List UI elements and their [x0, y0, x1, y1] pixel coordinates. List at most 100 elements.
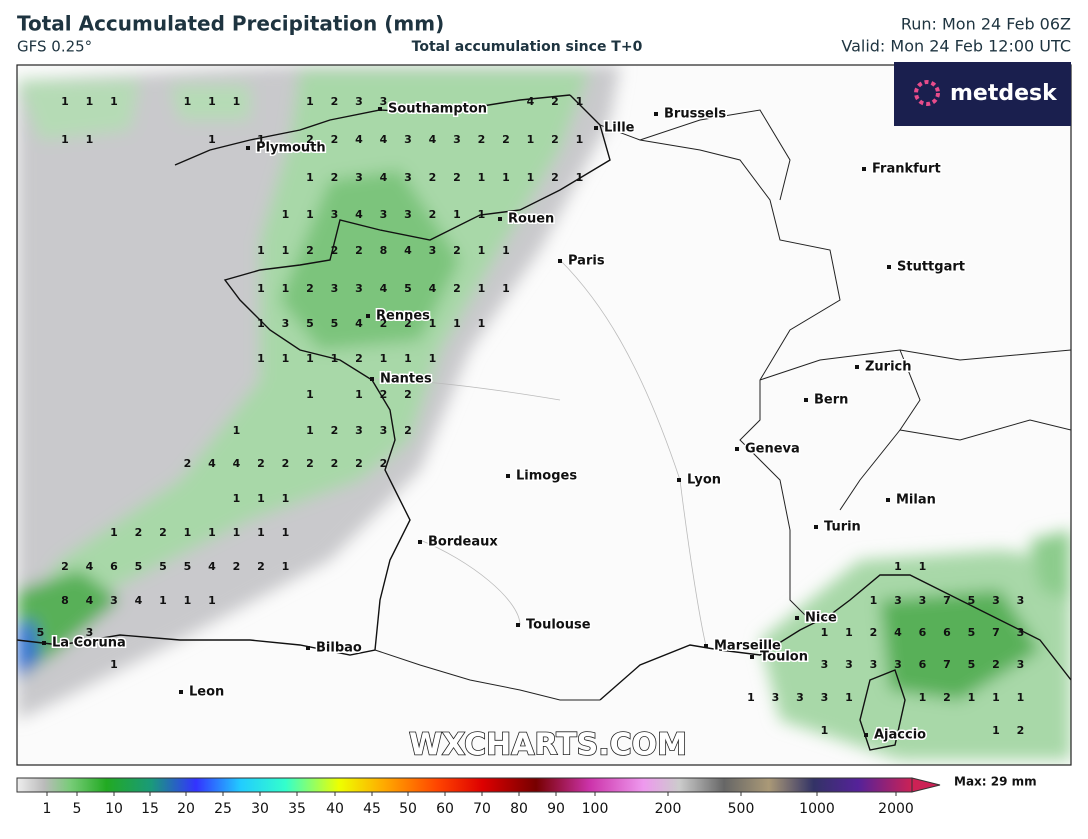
- city-label: Rennes: [376, 309, 430, 324]
- precip-value: 3: [331, 282, 339, 295]
- precip-value: 2: [551, 171, 559, 184]
- city-dot: [864, 733, 868, 737]
- precip-value: 5: [306, 317, 314, 330]
- precip-value: 1: [282, 352, 290, 365]
- city-label: Ajaccio: [874, 728, 926, 743]
- precip-value: 1: [894, 560, 902, 573]
- city-label: Brussels: [664, 107, 726, 122]
- precip-value: 2: [306, 457, 314, 470]
- precip-value: 1: [527, 171, 535, 184]
- precip-value: 1: [502, 282, 510, 295]
- precip-value: 2: [233, 560, 241, 573]
- precip-value: 3: [380, 208, 388, 221]
- precip-value: 3: [821, 658, 829, 671]
- precip-value: 5: [331, 317, 339, 330]
- precip-value: 4: [380, 133, 388, 146]
- precip-value: 5: [968, 626, 976, 639]
- city-label: Bern: [814, 393, 848, 408]
- colorbar: [16, 777, 913, 793]
- precip-value: 1: [257, 317, 265, 330]
- max-label: Max: 29 mm: [954, 775, 1037, 789]
- precip-value: 2: [502, 133, 510, 146]
- colorbar-tick-label: 20: [177, 801, 195, 817]
- colorbar-tick-label: 2000: [878, 801, 914, 817]
- precip-value: 1: [110, 526, 118, 539]
- precip-value: 1: [233, 526, 241, 539]
- colorbar-tick-label: 45: [363, 801, 381, 817]
- city-dot: [516, 623, 520, 627]
- precip-value: 1: [502, 171, 510, 184]
- precip-value: 2: [453, 244, 461, 257]
- city-label: La Coruna: [52, 636, 126, 651]
- precip-value: 2: [404, 388, 412, 401]
- precip-value: 1: [184, 95, 192, 108]
- precip-value: 2: [551, 133, 559, 146]
- precip-value: 6: [919, 658, 927, 671]
- precip-value: 1: [233, 95, 241, 108]
- precip-value: 4: [380, 282, 388, 295]
- precip-value: 3: [110, 594, 118, 607]
- precip-value: 3: [821, 691, 829, 704]
- precip-value: 2: [870, 626, 878, 639]
- precip-value: 1: [478, 317, 486, 330]
- precip-field: [17, 65, 1071, 760]
- precip-value: 4: [355, 208, 363, 221]
- precip-value: 4: [429, 133, 437, 146]
- precip-value: 3: [404, 208, 412, 221]
- city-dot: [506, 474, 510, 478]
- precip-value: 6: [110, 560, 118, 573]
- precip-value: 2: [1017, 724, 1025, 737]
- city-label: Nantes: [380, 372, 432, 387]
- city-label: Lille: [604, 121, 635, 136]
- city-label: Milan: [896, 493, 936, 508]
- city-label: Leon: [189, 685, 224, 700]
- city-label: Turin: [824, 520, 861, 535]
- precip-value: 1: [257, 492, 265, 505]
- precip-value: 2: [331, 133, 339, 146]
- city-label: Paris: [568, 254, 605, 269]
- colorbar-tick-label: 10: [105, 801, 123, 817]
- colorbar-tick-label: 35: [288, 801, 306, 817]
- precip-value: 2: [257, 560, 265, 573]
- precip-value: 4: [355, 317, 363, 330]
- precip-value: 4: [380, 171, 388, 184]
- city-label: Frankfurt: [872, 162, 941, 177]
- precip-value: 3: [404, 171, 412, 184]
- city-label: Stuttgart: [897, 260, 965, 275]
- precip-value: 1: [282, 208, 290, 221]
- precip-value: 1: [478, 171, 486, 184]
- precip-value: 1: [331, 352, 339, 365]
- city-label: Marseille: [714, 639, 781, 654]
- city-label: Zurich: [865, 360, 912, 375]
- precip-value: 2: [282, 457, 290, 470]
- city-dot: [498, 217, 502, 221]
- city-dot: [795, 616, 799, 620]
- precip-value: 2: [61, 560, 69, 573]
- precip-value: 1: [576, 171, 584, 184]
- precip-value: 1: [404, 352, 412, 365]
- city-label: Toulouse: [526, 618, 591, 633]
- colorbar-tick-label: 25: [214, 801, 232, 817]
- precip-value: 3: [355, 424, 363, 437]
- precip-value: 3: [845, 658, 853, 671]
- precip-value: 1: [992, 691, 1000, 704]
- precip-value: 5: [968, 594, 976, 607]
- city-dot: [855, 365, 859, 369]
- precip-value: 4: [527, 95, 535, 108]
- precip-value: 2: [453, 282, 461, 295]
- precip-value: 2: [257, 457, 265, 470]
- precip-values: 1 1 1 1 1 1 1 2 3 3 4 2 1 1 1 1 1 2 2 4 4 3 4 3 2 2 1 2 1 1 2 3 4 3 2 2 1 1 1 2…: [37, 95, 1025, 737]
- city-dot: [886, 498, 890, 502]
- precip-value: 3: [894, 658, 902, 671]
- precip-value: 2: [184, 457, 192, 470]
- title: Total Accumulated Precipitation (mm): [17, 12, 444, 36]
- colorbar-ticks: 1 5 10 15 20 25 30 35 40 45 50 60 70 80 90 100 200 500 100…: [43, 792, 914, 817]
- map: Southampton Plymouth Lille Brussels Frankfur…: [17, 65, 1071, 765]
- city-dot: [306, 646, 310, 650]
- precip-value: 2: [943, 691, 951, 704]
- precip-value: 1: [845, 691, 853, 704]
- precip-value: 5: [968, 658, 976, 671]
- colorbar-tick-label: 500: [728, 801, 755, 817]
- precip-value: 1: [306, 208, 314, 221]
- precip-value: 2: [331, 457, 339, 470]
